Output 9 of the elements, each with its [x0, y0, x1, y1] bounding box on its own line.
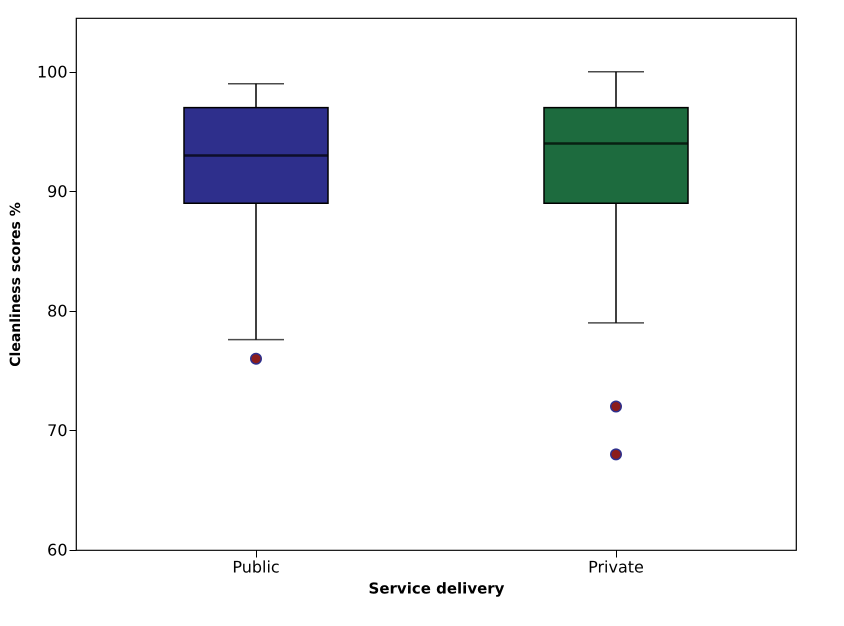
- y-tick-label: 100: [36, 62, 68, 82]
- x-tick-label: Public: [232, 558, 280, 576]
- y-tick-label: 70: [47, 420, 68, 440]
- y-axis-title: Cleanliness scores %: [8, 202, 24, 367]
- y-tick-label: 80: [47, 301, 68, 320]
- y-tick-label: 60: [47, 540, 68, 560]
- x-axis-title: Service delivery: [368, 580, 505, 598]
- y-tick-label: 90: [47, 182, 68, 201]
- x-tick-label: Private: [588, 558, 644, 576]
